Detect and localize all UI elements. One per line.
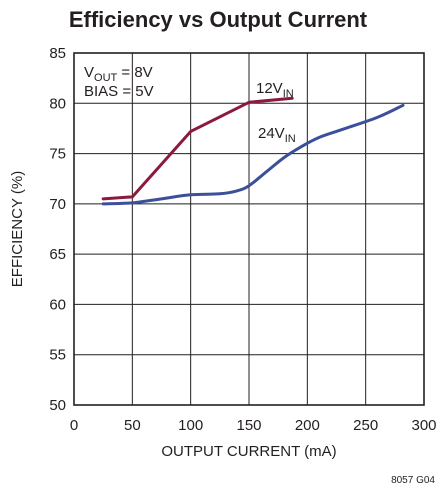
y-tick-label: 70 bbox=[49, 196, 66, 213]
x-tick-label: 0 bbox=[70, 417, 78, 434]
y-tick-label: 65 bbox=[49, 246, 66, 263]
series-label-24vin: 24VIN bbox=[258, 125, 296, 145]
x-tick-label: 200 bbox=[295, 417, 320, 434]
x-tick-label: 300 bbox=[411, 417, 436, 434]
series-line-12vin bbox=[101, 96, 294, 201]
series-line-24vin bbox=[101, 103, 405, 206]
x-tick-label: 100 bbox=[178, 417, 203, 434]
x-tick-label: 150 bbox=[236, 417, 261, 434]
x-tick-label: 250 bbox=[353, 417, 378, 434]
chart-title: Efficiency vs Output Current bbox=[69, 7, 368, 32]
x-tick-labels: 0 50 100 150 200 250 300 bbox=[70, 417, 437, 434]
y-tick-label: 80 bbox=[49, 95, 66, 112]
y-tick-label: 50 bbox=[49, 397, 66, 414]
y-axis-label: EFFICIENCY (%) bbox=[9, 171, 26, 287]
data-series bbox=[101, 96, 405, 206]
y-tick-label: 60 bbox=[49, 296, 66, 313]
x-tick-label: 50 bbox=[124, 417, 141, 434]
grid-lines bbox=[74, 53, 424, 405]
plot-frame bbox=[73, 52, 425, 406]
vout-condition-label: VOUT = 8V bbox=[84, 64, 153, 84]
y-tick-label: 55 bbox=[49, 347, 66, 364]
bias-condition-label: BIAS = 5V bbox=[84, 83, 154, 100]
y-tick-label: 75 bbox=[49, 146, 66, 163]
y-tick-labels: 50 55 60 65 70 75 80 85 bbox=[49, 45, 66, 414]
y-tick-label: 85 bbox=[49, 45, 66, 62]
series-label-12vin: 12VIN bbox=[256, 80, 294, 100]
x-axis-label: OUTPUT CURRENT (mA) bbox=[161, 443, 336, 460]
figure-code: 8057 G04 bbox=[391, 475, 435, 486]
